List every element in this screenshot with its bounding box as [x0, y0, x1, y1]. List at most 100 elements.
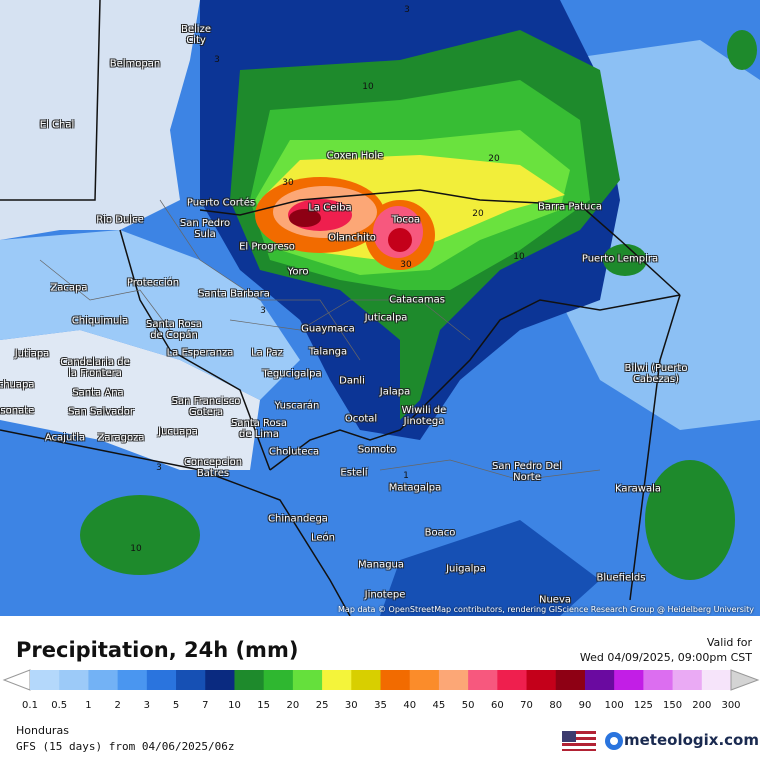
- contour-label: 30: [282, 178, 294, 188]
- contour-label: 30: [400, 260, 412, 270]
- place-label: Tegucigalpa: [262, 368, 322, 380]
- legend-label: 35: [374, 700, 387, 711]
- place-label: Catacamas: [389, 294, 445, 306]
- legend-bin: [497, 670, 528, 690]
- place-label: Sonsonate: [0, 405, 35, 417]
- contour-label: 20: [488, 154, 500, 164]
- legend-arrow-high: [730, 669, 760, 691]
- place-label: Olanchito: [328, 232, 376, 244]
- legend-label: 60: [491, 700, 504, 711]
- contour-label: 20: [472, 209, 484, 219]
- place-label: Talanga: [308, 346, 348, 358]
- contour-label: 10: [513, 252, 525, 262]
- place-label: Zaragoza: [97, 432, 145, 444]
- precip-area: [0, 330, 260, 470]
- legend-bin: [146, 670, 177, 690]
- legend-label: 0.5: [51, 700, 67, 711]
- valid-time: Wed 04/09/2025, 09:00pm CST: [579, 651, 752, 664]
- legend-bin: [643, 670, 674, 690]
- precip-area: [0, 230, 300, 400]
- place-label: Concepcion Batres: [183, 457, 243, 479]
- brand-icon: [605, 732, 623, 750]
- map: [0, 0, 760, 616]
- legend-bin: [322, 670, 352, 690]
- precip-area: [727, 30, 757, 70]
- legend-bin: [672, 670, 703, 690]
- place-label: Juticalpa: [364, 312, 408, 324]
- place-label: Coxen Hole: [326, 150, 384, 162]
- place-label: Chinandega: [268, 513, 328, 525]
- model: GFS (15 days) from 04/06/2025/06z: [16, 740, 235, 753]
- legend-label: 20: [287, 700, 300, 711]
- precip-area: [603, 244, 647, 276]
- legend-bin: [30, 670, 60, 690]
- place-label: Managua: [357, 559, 405, 571]
- brand[interactable]: meteologix.com: [624, 731, 759, 749]
- legend-label: 80: [549, 700, 562, 711]
- contour-label: 3: [404, 5, 410, 15]
- place-label: Ocotal: [344, 413, 378, 425]
- legend-bin: [409, 670, 440, 690]
- place-label: Chalchuapa: [0, 379, 35, 391]
- legend-bin: [526, 670, 557, 690]
- legend-bin: [88, 670, 119, 690]
- place-label: La Esperanza: [166, 347, 234, 359]
- legend-label: 2: [114, 700, 120, 711]
- admin-borders: [39, 199, 601, 481]
- us-flag: [562, 731, 596, 751]
- place-label: Puerto Cortés: [186, 197, 256, 209]
- legend-label: 300: [721, 700, 740, 711]
- place-label: Jalapa: [379, 386, 411, 398]
- place-label: Santa Barbara: [198, 288, 270, 300]
- place-label: Jinotepe: [364, 589, 406, 601]
- place-label: Jutiapa: [14, 348, 50, 360]
- place-label: San Francisco Gotera: [171, 396, 241, 418]
- contour-label: 3: [260, 306, 266, 316]
- place-label: Barra Patuca: [538, 201, 602, 213]
- legend-label: 7: [202, 700, 208, 711]
- place-label: Jucuapa: [158, 426, 198, 438]
- legend-bin: [263, 670, 294, 690]
- place-label: Puerto Lempira: [581, 253, 659, 265]
- legend-arrow-low: [2, 669, 31, 691]
- legend-bin: [351, 670, 381, 690]
- place-label: Yuscarán: [274, 400, 320, 412]
- legend: 0.1 0.5 1 2 3 5 7 10 15 20 25 30 35 40 45 50 60 70 80 90 100…: [2, 669, 760, 711]
- place-label: Juigalpa: [446, 563, 486, 575]
- precip-area: [645, 460, 735, 580]
- place-label: Matagalpa: [388, 482, 442, 494]
- legend-label: 90: [579, 700, 592, 711]
- place-label: El Chal: [39, 119, 75, 131]
- place-label: Santa Rosa de Lima: [231, 418, 287, 440]
- legend-label: 15: [257, 700, 270, 711]
- legend-label: 50: [462, 700, 475, 711]
- legend-bin: [205, 670, 235, 690]
- precip-area: [380, 520, 600, 616]
- contour-label: 3: [156, 463, 162, 473]
- place-label: Danli: [339, 375, 365, 387]
- legend-bin: [438, 670, 469, 690]
- place-label: Acajutla: [44, 432, 86, 444]
- legend-label: 100: [605, 700, 624, 711]
- borders: [0, 0, 681, 616]
- legend-bin: [176, 670, 206, 690]
- title: Precipitation, 24h (mm): [16, 638, 299, 662]
- precip-area: [80, 495, 200, 575]
- place-label: Wiwili de Jinotega: [401, 405, 447, 427]
- place-label: Bilwi (Puerto Cabezas): [624, 363, 688, 385]
- legend-label: 125: [634, 700, 653, 711]
- place-label: Nueva: [538, 594, 572, 606]
- contour-label: 3: [214, 55, 220, 65]
- place-label: Yoro: [287, 266, 309, 278]
- legend-label: 30: [345, 700, 358, 711]
- legend-label: 1: [85, 700, 91, 711]
- place-label: Santa Ana: [72, 387, 124, 399]
- place-label: Santa Rosa de Copán: [146, 319, 202, 341]
- place-label: El Progreso: [239, 241, 295, 253]
- legend-label: 25: [316, 700, 329, 711]
- place-label: Rio Dulce: [96, 214, 144, 226]
- place-label: San Salvador: [68, 406, 134, 418]
- legend-label: 10: [228, 700, 241, 711]
- valid-label: Valid for: [706, 636, 752, 649]
